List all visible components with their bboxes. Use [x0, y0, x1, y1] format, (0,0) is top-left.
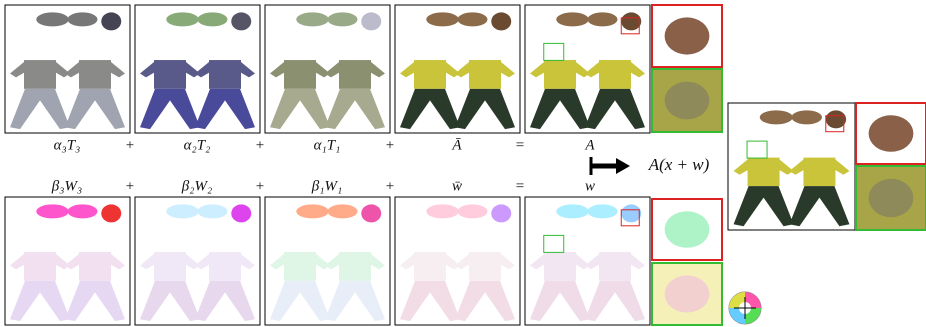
term-label: w̄: [452, 178, 462, 194]
head-patch: [68, 12, 98, 26]
term-label: Ā: [451, 137, 462, 153]
head-patch: [491, 204, 511, 222]
head-patch: [458, 12, 488, 26]
head-patch: [792, 110, 822, 124]
head-patch: [231, 12, 251, 30]
head-patch: [296, 204, 329, 218]
term-label: β₁W₁: [311, 178, 342, 194]
head-patch: [621, 12, 641, 30]
head-patch: [328, 12, 358, 26]
figure: α₃T₃ + α₂T₂ + α₁T₁ + Ā = A β₃W₃ + β₂W₂ +…: [0, 0, 926, 327]
crop-detail: [665, 211, 710, 248]
head-patch: [101, 204, 121, 222]
head-patch: [296, 12, 329, 26]
head-patch: [361, 204, 381, 222]
term-label: w: [585, 178, 595, 194]
head-patch: [36, 204, 69, 218]
head-patch: [36, 12, 69, 26]
operator: =: [516, 178, 524, 194]
panels: [5, 5, 926, 325]
head-patch: [198, 204, 228, 218]
head-patch: [458, 204, 488, 218]
head-patch: [68, 204, 98, 218]
operator: +: [126, 137, 134, 153]
color-wheel: [729, 292, 761, 324]
crop-detail: [665, 275, 710, 312]
head-patch: [556, 12, 589, 26]
head-patch: [760, 110, 793, 124]
term-label: β₂W₂: [181, 178, 212, 194]
head-patch: [166, 12, 199, 26]
operator: =: [516, 137, 524, 153]
term-label: β₃W₃: [51, 178, 82, 194]
head-patch: [101, 12, 121, 30]
head-patch: [621, 204, 641, 222]
crop-detail: [869, 115, 914, 152]
head-patch: [826, 110, 846, 128]
operator: +: [386, 137, 394, 153]
head-patch: [361, 12, 381, 30]
head-patch: [588, 204, 618, 218]
operator: +: [256, 137, 264, 153]
head-patch: [556, 204, 589, 218]
crop-detail: [869, 179, 914, 217]
term-label: A: [584, 137, 595, 153]
head-patch: [198, 12, 228, 26]
head-patch: [588, 12, 618, 26]
head-patch: [426, 12, 459, 26]
arrow: [591, 157, 630, 175]
term-label: α₂T₂: [184, 137, 211, 153]
term-label: α₃T₃: [54, 137, 81, 153]
crop-detail: [665, 82, 710, 120]
crop-detail: [665, 17, 710, 54]
operator: +: [256, 178, 264, 194]
arrow-label: A(x + w): [648, 155, 710, 174]
operator: +: [386, 178, 394, 194]
head-patch: [328, 204, 358, 218]
head-patch: [231, 204, 251, 222]
head-patch: [166, 204, 199, 218]
operator: +: [126, 178, 134, 194]
head-patch: [426, 204, 459, 218]
head-patch: [491, 12, 511, 30]
term-label: α₁T₁: [314, 137, 341, 153]
